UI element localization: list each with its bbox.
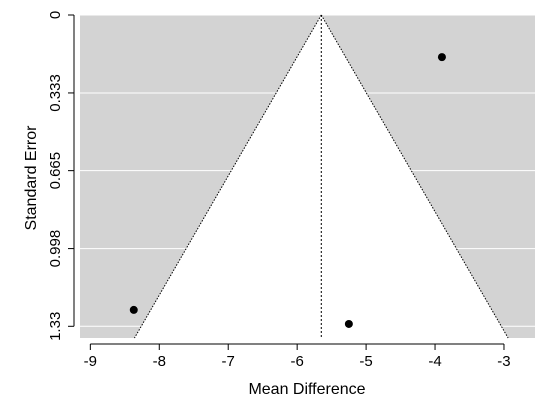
x-tick-label-3: -6: [290, 353, 303, 370]
x-axis-title: Mean Difference: [248, 381, 365, 398]
x-axis: -9 -8 -7 -6 -5 -4 -3: [84, 343, 511, 370]
y-axis: 0 0.333 0.665 0.998 1.33: [47, 11, 75, 341]
y-tick-label-1: 0.333: [47, 74, 64, 112]
x-tick-label-6: -3: [497, 353, 510, 370]
x-tick-label-4: -5: [359, 353, 372, 370]
funnel-edge-left: [134, 14, 322, 339]
y-axis-title: Standard Error: [23, 125, 40, 231]
y-tick-label-4: 1.33: [47, 312, 64, 341]
x-tick-label-1: -8: [153, 353, 166, 370]
y-tick-label-3: 0.998: [47, 230, 64, 268]
data-point-0: [129, 305, 138, 314]
x-tick-label-0: -9: [84, 353, 97, 370]
data-point-1: [344, 319, 353, 328]
x-tick-label-5: -4: [428, 353, 441, 370]
x-tick-label-2: -7: [222, 353, 235, 370]
y-tick-label-0: 0: [47, 11, 64, 19]
y-tick-label-2: 0.665: [47, 152, 64, 190]
data-point-2: [437, 53, 446, 62]
funnel-edges: [134, 14, 509, 339]
data-points: [129, 53, 446, 328]
funnel-edge-right: [320, 14, 509, 339]
